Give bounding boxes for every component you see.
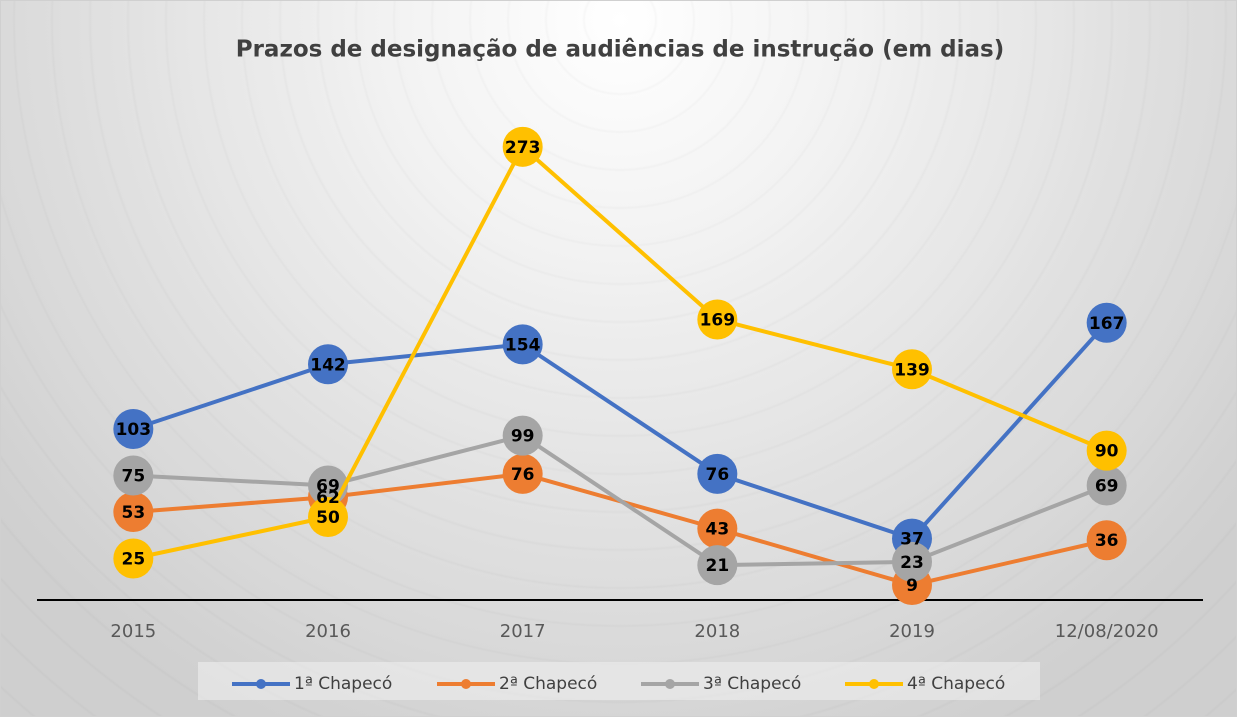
legend-marker: [461, 679, 471, 689]
legend-marker: [256, 679, 266, 689]
x-tick-label: 2019: [889, 621, 935, 642]
data-label: 21: [705, 556, 729, 576]
legend-label: 4ª Chapecó: [907, 674, 1005, 694]
data-label: 37: [900, 530, 924, 550]
data-label: 103: [116, 420, 152, 440]
data-point: [113, 538, 154, 579]
data-point: [113, 492, 154, 533]
legend-marker: [665, 679, 675, 689]
data-label: 25: [121, 550, 145, 570]
data-point: [697, 545, 738, 586]
data-point: [113, 409, 154, 450]
x-tick-label: 2017: [500, 621, 546, 642]
data-point: [892, 349, 932, 390]
x-tick-label: 2016: [305, 621, 351, 642]
data-point: [1086, 430, 1127, 471]
data-label: 76: [705, 465, 729, 485]
data-point: [892, 541, 932, 582]
data-label: 139: [894, 360, 930, 380]
data-label: 99: [511, 427, 535, 447]
series-line: [132, 144, 1108, 561]
series-line: [132, 321, 1109, 541]
legend-box: [198, 662, 1040, 700]
data-label: 62: [316, 488, 340, 508]
legend-label: 2ª Chapecó: [499, 674, 597, 694]
data-label: 69: [1095, 476, 1119, 496]
data-point: [502, 415, 543, 456]
data-label: 154: [505, 335, 541, 355]
x-tick-label: 12/08/2020: [1055, 621, 1159, 642]
data-label: 53: [121, 503, 145, 523]
data-point: [502, 453, 543, 494]
data-point: [113, 455, 154, 496]
data-point: [697, 453, 738, 494]
data-point: [1086, 302, 1127, 343]
data-label: 76: [511, 465, 535, 485]
data-label: 50: [316, 508, 340, 528]
data-point: [1086, 520, 1127, 561]
x-tick-label: 2015: [110, 621, 156, 642]
series-line: [133, 433, 1108, 568]
data-point: [697, 299, 738, 340]
data-label: 23: [900, 553, 924, 573]
data-point: [502, 126, 543, 167]
data-label: 69: [316, 476, 340, 496]
legend-label: 1ª Chapecó: [294, 674, 392, 694]
data-point: [697, 508, 738, 549]
data-point: [1086, 465, 1127, 506]
data-point: [502, 324, 543, 365]
series-line: [133, 471, 1108, 588]
data-point: [308, 344, 348, 385]
data-label: 36: [1095, 531, 1119, 551]
data-label: 142: [310, 355, 346, 375]
data-label: 43: [705, 520, 729, 540]
data-label: 90: [1095, 442, 1119, 462]
chart-title: Prazos de designação de audiências de in…: [236, 37, 1005, 63]
x-tick-label: 2018: [694, 621, 740, 642]
legend-label: 3ª Chapecó: [703, 674, 801, 694]
data-label: 167: [1089, 314, 1125, 334]
data-label: 9: [906, 576, 918, 596]
data-point: [308, 497, 348, 537]
data-label: 273: [505, 138, 541, 158]
data-label: 75: [121, 467, 145, 487]
data-label: 169: [700, 310, 736, 330]
legend-marker: [869, 679, 879, 689]
